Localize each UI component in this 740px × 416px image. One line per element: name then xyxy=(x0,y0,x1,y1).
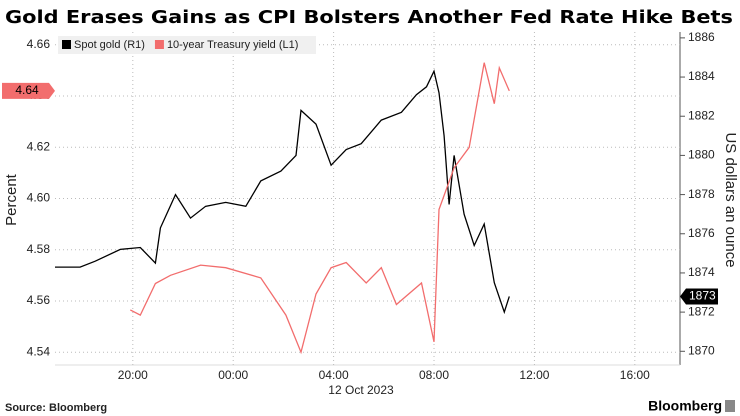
y2-tick-label: 1874 xyxy=(688,265,715,279)
y-tick-label: 4.58 xyxy=(27,242,51,256)
legend-box xyxy=(58,36,316,54)
series-line xyxy=(55,69,510,315)
end-label-box xyxy=(2,82,55,99)
brand-icon xyxy=(725,400,735,412)
brand: Bloomberg xyxy=(648,398,722,414)
y2-tick-label: 1876 xyxy=(688,226,715,240)
x-tick-label: 12:00 xyxy=(519,368,549,382)
legend-label: 10-year Treasury yield (L1) xyxy=(167,39,298,51)
y2-tick-label: 1870 xyxy=(688,343,715,357)
end-label-box xyxy=(680,288,718,305)
y2-tick-label: 1884 xyxy=(688,69,715,83)
series-line xyxy=(130,62,510,355)
y2-tick-label: 1880 xyxy=(688,148,715,162)
y2-axis-label: US dollars an ounce xyxy=(722,132,739,267)
y-tick-label: 4.56 xyxy=(27,293,51,307)
legend-label: Spot gold (R1) xyxy=(74,39,145,51)
date-label: 12 Oct 2023 xyxy=(328,383,394,397)
end-label: 1873 xyxy=(689,289,716,303)
x-tick-label: 08:00 xyxy=(419,368,449,382)
legend-swatch xyxy=(154,40,164,49)
x-tick-label: 00:00 xyxy=(218,368,248,382)
y2-tick-label: 1872 xyxy=(688,304,715,318)
end-label: 4.64 xyxy=(15,83,39,97)
x-tick-label: 20:00 xyxy=(118,368,148,382)
legend-swatch xyxy=(62,40,71,49)
y-tick-label: 4.60 xyxy=(27,191,51,205)
chart-title: Gold Erases Gains as CPI Bolsters Anothe… xyxy=(5,7,733,28)
y2-tick-label: 1886 xyxy=(688,30,715,44)
x-tick-label: 04:00 xyxy=(319,368,349,382)
y-tick-label: 4.54 xyxy=(27,344,51,358)
x-tick-label: 16:00 xyxy=(620,368,650,382)
y2-tick-label: 1878 xyxy=(688,187,715,201)
y2-tick-label: 1882 xyxy=(688,108,715,122)
y-axis-label: Percent xyxy=(3,173,20,226)
source: Source: Bloomberg xyxy=(5,402,107,414)
y-tick-label: 4.62 xyxy=(27,139,51,153)
y-tick-label: 4.66 xyxy=(27,37,51,51)
